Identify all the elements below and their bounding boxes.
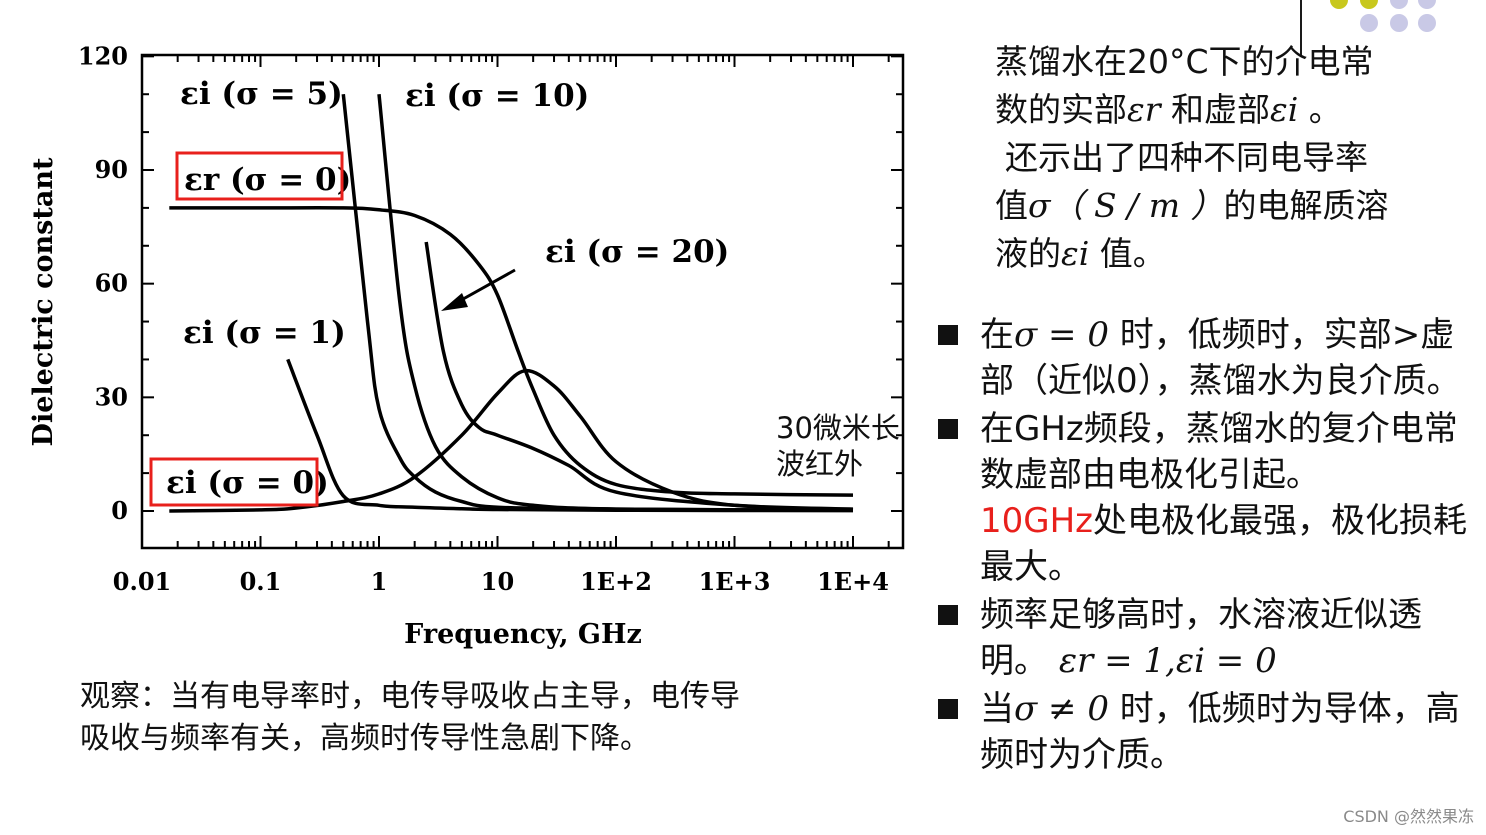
intro-line-1: 蒸馏水在20°C下的介电常 [995,42,1374,81]
y-tick-label: 60 [95,269,128,298]
bullet-3: 频率足够高时，水溶液近似透明。 εr = 1,εi = 0 [938,592,1483,684]
bullet-text: 当 [980,689,1014,729]
dielectric-chart: 0.01 0.1 1 10 1E+2 1E+3 1E+4 0 30 60 90 120 Frequen… [28,41,905,650]
intro-text: 液的 [995,234,1061,273]
math-expr: σ ≠ 0 [1014,689,1109,729]
x-tick-label: 1E+2 [580,567,652,596]
bullet-text: 时，低频时，实部>虚部（近似0），蒸馏水为良介质。 [980,315,1461,401]
decor-dot-purple-3 [1360,14,1378,32]
intro-text: 值 [995,186,1028,225]
intro-line-5: 液的εi 值。 [995,230,1455,278]
decor-dot-purple-5 [1418,14,1436,32]
decor-dot-purple-4 [1390,14,1408,32]
arrow-sigma20 [441,268,516,311]
unit-symbol: （ S / m ） [1050,186,1224,225]
highlight-10ghz: 10GHz [980,501,1094,541]
intro-text: 数的实部 [995,90,1127,129]
x-tick-label: 1 [371,567,388,596]
highlight-box-epsi [149,457,319,507]
eps-r-symbol: εr [1127,90,1161,129]
x-tick-label: 10 [481,567,514,596]
decor-dot-purple-2 [1418,0,1436,9]
bullet-square-icon [938,419,958,439]
label-sigma10: εi (σ = 10) [405,78,589,114]
x-axis-title: Frequency, GHz [404,619,642,650]
eps-i-symbol: εi [1269,90,1299,129]
bullet-1: 在σ = 0 时，低频时，实部>虚部（近似0），蒸馏水为良介质。 [938,312,1483,404]
label-epsr-sigma0: εr (σ = 0) [184,162,351,198]
label-sigma1: εi (σ = 1) [183,315,346,351]
intro-text: 的电解质溶 [1223,186,1389,225]
infrared-annotation: 30微米长 波红外 [776,410,900,482]
conclusion-list: 在σ = 0 时，低频时，实部>虚部（近似0），蒸馏水为良介质。 在GHz频段，… [938,312,1483,780]
series-line-2 [286,358,854,513]
bullet-text: 处电极化最强，极化损耗最大。 [980,501,1468,587]
intro-text: 还示出了四种不同电导率 [1005,138,1368,177]
decor-vertical-line [1300,0,1302,55]
y-tick-label: 120 [78,41,128,70]
axis-ticks: 0.01 0.1 1 10 1E+2 1E+3 1E+4 0 30 60 90 120 [78,41,903,596]
bullet-square-icon [938,325,958,345]
series-line-0 [169,206,854,497]
label-epsi-sigma0: εi (σ = 0) [166,465,329,501]
bullet-text: 在GHz频段，蒸馏水的复介电常数虚部由电极化引起。 [980,409,1458,495]
series-line-5 [424,241,854,511]
intro-paragraph: 蒸馏水在20°C下的介电常 数的实部εr 和虚部εi 。 还示出了四种不同电导率… [995,38,1455,278]
observation-line-2: 吸收与频率有关，高频时传导性急剧下降。 [80,721,650,756]
bullet-4: 当σ ≠ 0 时，低频时为导体，高频时为介质。 [938,686,1483,778]
x-tick-label: 1E+3 [699,567,771,596]
plot-frame [140,53,905,550]
x-tick-label: 1E+4 [817,567,889,596]
intro-text: 值。 [1099,234,1166,273]
decor-dot-purple-1 [1390,0,1408,9]
math-expr: σ = 0 [1014,315,1109,355]
label-sigma5: εi (σ = 5) [180,76,343,112]
intro-line-4: 值σ（ S / m ）的电解质溶 [995,182,1455,230]
series-line-1 [169,369,854,513]
y-tick-label: 0 [111,496,128,525]
credit-watermark: CSDN @然然果冻 [1343,807,1474,826]
curves [169,94,854,513]
sigma-symbol: σ [1028,186,1051,225]
intro-text: 和虚部 [1170,90,1270,129]
bullet-text: 时，低频时为导体，高频时为介质。 [980,689,1460,775]
y-axis-title: Dielectric constant [28,157,59,446]
series-line-4 [377,94,854,512]
intro-line-2: 数的实部εr 和虚部εi 。 [995,86,1455,134]
bullet-square-icon [938,605,958,625]
bullet-text: 频率足够高时，水溶液近似透明。 [980,595,1422,681]
bullet-2: 在GHz频段，蒸馏水的复介电常数虚部由电极化引起。 10GHz处电极化最强，极化损… [938,406,1483,590]
decor-dot-yellow-2 [1360,0,1378,9]
label-sigma20: εi (σ = 20) [545,234,729,270]
y-tick-label: 30 [95,382,128,411]
bullet-text: 在 [980,315,1014,355]
observation-note: 观察：当有电导率时，电传导吸收占主导，电传导 吸收与频率有关，高频时传导性急剧下… [80,676,840,760]
highlight-box-epsr [175,151,344,201]
bullet-square-icon [938,699,958,719]
intro-line-3: 还示出了四种不同电导率 [995,134,1455,182]
decor-dot-yellow-1 [1330,0,1348,9]
eps-i-symbol: εi [1061,234,1090,273]
x-tick-label: 0.1 [240,567,282,596]
annotation-line-1: 30微米长 [776,411,900,445]
x-tick-label: 0.01 [113,567,171,596]
y-tick-label: 90 [95,155,128,184]
annotation-line-2: 波红外 [776,447,864,481]
math-expr: εr = 1,εi = 0 [1058,641,1277,681]
observation-line-1: 观察：当有电导率时，电传导吸收占主导，电传导 [80,679,740,714]
intro-text: 。 [1308,90,1342,129]
